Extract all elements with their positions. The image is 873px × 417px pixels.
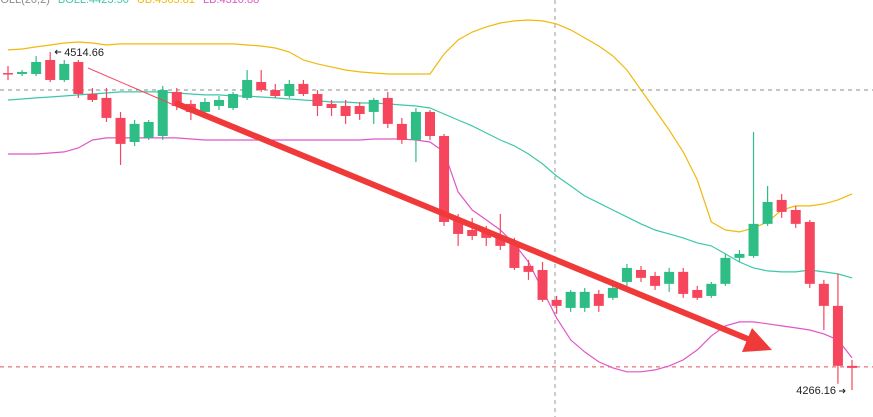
candle-body xyxy=(270,90,281,97)
candle-body xyxy=(326,103,337,108)
extreme-labels: 4514.66 4266.16 xyxy=(54,47,846,397)
candle-body xyxy=(776,199,787,212)
candle-body xyxy=(495,235,506,246)
candle-body xyxy=(45,59,56,80)
candle-body xyxy=(818,283,829,306)
candle-body xyxy=(199,102,210,112)
header-text: BOLL(20,2) xyxy=(0,0,50,6)
candle-body xyxy=(340,105,351,117)
arrow-shaft xyxy=(173,100,750,342)
candle-body xyxy=(410,111,421,140)
arrow-head xyxy=(742,328,772,352)
candle-body xyxy=(425,111,435,137)
candle-body xyxy=(762,201,773,224)
candle-body xyxy=(453,219,464,234)
header-text: LB:4310.88 xyxy=(203,0,259,6)
candle-body xyxy=(593,293,604,306)
candle-body xyxy=(523,265,534,272)
header-text: UB:4565.81 xyxy=(137,0,195,6)
band-line xyxy=(7,91,853,279)
candle-body xyxy=(551,299,562,306)
candle-body xyxy=(396,123,407,140)
candle-body xyxy=(157,90,168,137)
candle-body xyxy=(31,62,42,74)
high-label-arrow xyxy=(54,49,62,55)
candle-body xyxy=(368,99,379,112)
candle-body xyxy=(17,71,28,74)
candle-body xyxy=(734,253,745,258)
candle-body xyxy=(579,291,590,308)
candle-body xyxy=(143,121,154,138)
candle-body xyxy=(832,305,843,366)
candle-body xyxy=(59,63,70,80)
header-text: BOLL:4423.50 xyxy=(58,0,129,6)
candle-body xyxy=(467,229,478,236)
candle-body xyxy=(706,283,717,296)
candle-body xyxy=(256,82,267,91)
candle-body xyxy=(115,117,126,144)
candle-body xyxy=(382,97,393,124)
low-label: 4266.16 xyxy=(796,385,836,397)
bollinger-bands xyxy=(7,19,853,373)
candle-body xyxy=(129,123,140,142)
candle-body xyxy=(171,91,182,106)
candle-body xyxy=(242,79,253,98)
candle-body xyxy=(650,275,661,286)
candle-body xyxy=(101,97,112,118)
candle-body xyxy=(298,83,309,94)
candle-body xyxy=(664,271,675,284)
high-label: 4514.66 xyxy=(64,47,104,59)
candle-body xyxy=(354,105,365,114)
candle-body xyxy=(87,93,98,100)
candle-body xyxy=(678,271,689,294)
indicator-header: BOLL(20,2) BOLL:4423.50 UB:4565.81 LB:4310.… xyxy=(0,0,259,6)
price-lines xyxy=(0,89,873,368)
candle-body xyxy=(537,269,548,300)
low-label-arrow xyxy=(839,388,846,394)
candle-body xyxy=(509,243,520,268)
candle-body xyxy=(847,365,857,368)
candle-body xyxy=(790,209,801,224)
candle-body xyxy=(607,287,618,298)
candle-body xyxy=(312,93,323,106)
candle-body xyxy=(228,93,239,108)
candle-body xyxy=(3,73,13,75)
trend-arrow xyxy=(87,67,772,352)
candle-body xyxy=(748,223,759,256)
candle-body xyxy=(565,291,576,308)
candle-body xyxy=(439,136,450,222)
candle-body xyxy=(621,267,632,282)
arrow-tail xyxy=(87,67,191,113)
candle-body xyxy=(214,99,224,106)
candle-body xyxy=(284,83,295,97)
band-line xyxy=(7,19,853,233)
candle-body xyxy=(720,257,731,284)
candle-body xyxy=(73,62,84,94)
candle-body xyxy=(804,221,815,284)
candle-body xyxy=(692,289,703,298)
candles xyxy=(3,52,857,390)
candle-body xyxy=(636,269,646,278)
